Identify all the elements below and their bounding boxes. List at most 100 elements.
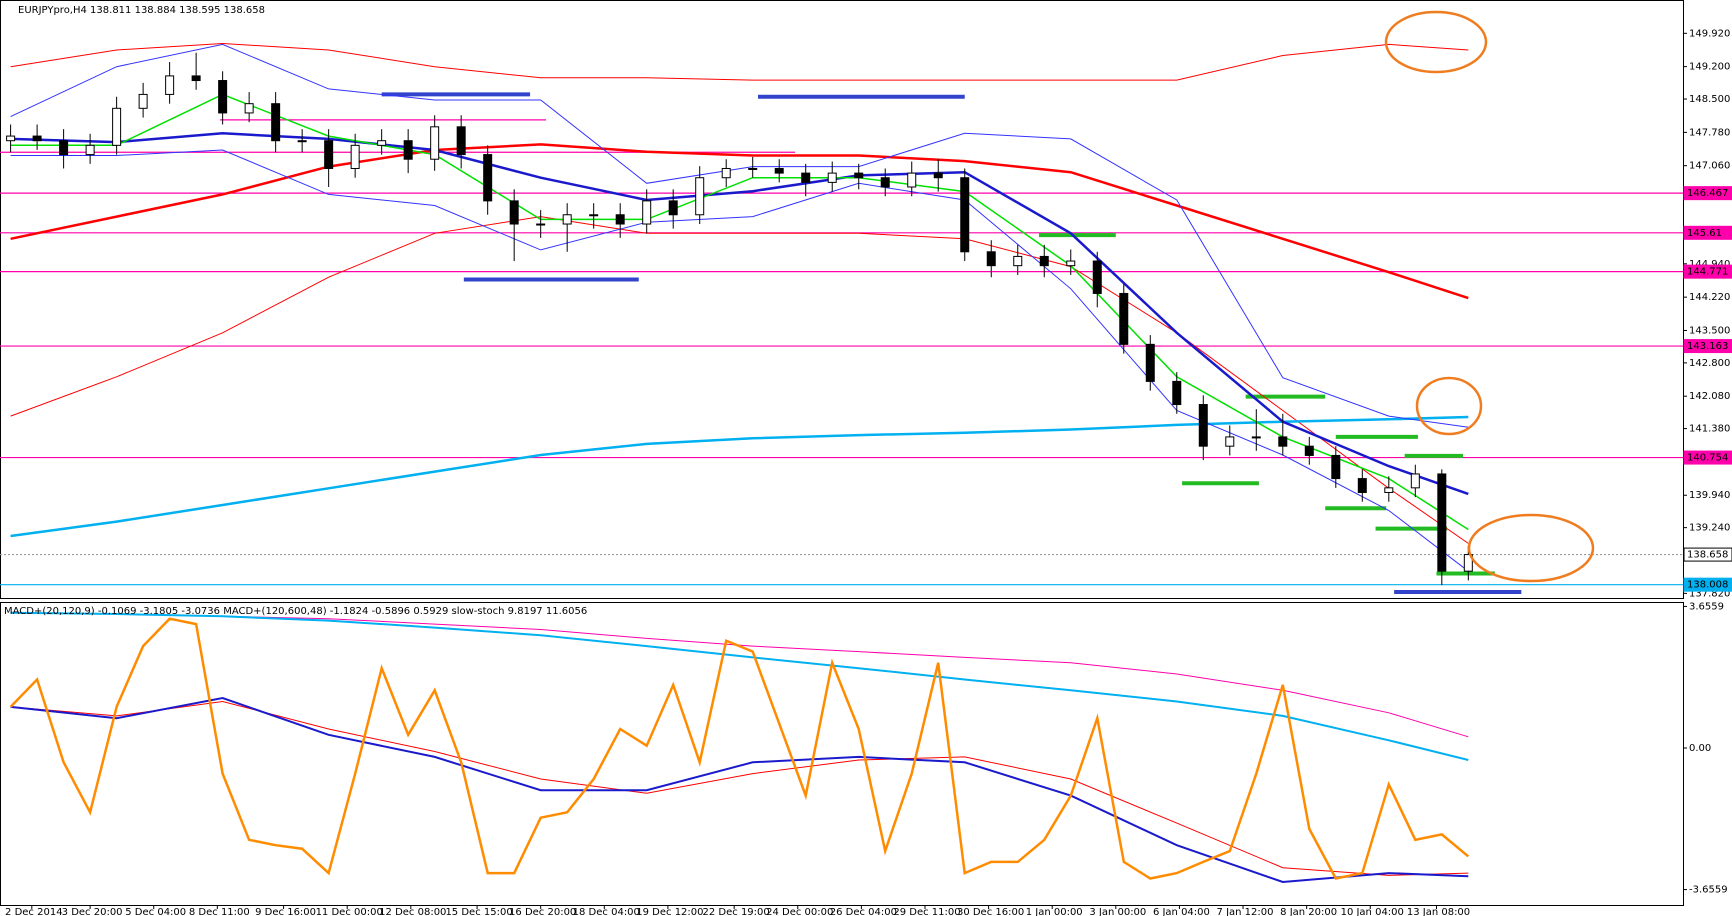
- macd-plot: 3.6559 0.00 -3.6559 2 Dec 2014 3 Dec 20:00 5 …: [5, 601, 1728, 916]
- candle-body: [589, 214, 599, 217]
- symbol-header: EURJPYpro,H4 138.811 138.884 138.595 138…: [18, 5, 265, 16]
- x-tick-label: 30 Dec 16:00: [957, 907, 1024, 916]
- y-tick-label: 147.780: [1689, 127, 1730, 138]
- candle-body: [1145, 343, 1155, 382]
- candle-body: [854, 172, 864, 179]
- candle-body: [933, 172, 943, 179]
- candle-body: [960, 177, 970, 253]
- candle-body: [165, 75, 175, 95]
- candle-body: [1384, 487, 1394, 493]
- candle-body: [615, 214, 625, 225]
- x-tick-label: 29 Dec 11:00: [893, 907, 960, 916]
- indicator-line: [9, 617, 1470, 880]
- candle-body: [1066, 260, 1076, 267]
- x-tick-label: 3 Dec 20:00: [62, 907, 123, 916]
- candle-body: [483, 154, 493, 202]
- x-tick-label: 6 Jan 04:00: [1153, 907, 1210, 916]
- candle-body: [1172, 380, 1182, 406]
- candle-body: [986, 251, 996, 267]
- candle-body: [509, 200, 519, 225]
- candle-body: [403, 140, 413, 160]
- candle-body: [536, 223, 546, 226]
- x-tick-label: 12 Dec 08:00: [379, 907, 446, 916]
- candle-body: [827, 172, 837, 183]
- indicator-line: [10, 132, 1469, 496]
- price-level-box: [1683, 225, 1732, 240]
- price-level-label: 140.754: [1687, 453, 1728, 464]
- price-level-label: 138.008: [1687, 580, 1728, 591]
- candle-body: [642, 200, 652, 225]
- candle-body: [430, 126, 440, 160]
- annotation-ellipse: [1384, 10, 1488, 74]
- x-tick-label: 18 Dec 04:00: [573, 907, 640, 916]
- candle-body: [1119, 292, 1129, 345]
- price-level-box: [1683, 264, 1732, 279]
- candle-body: [59, 140, 69, 156]
- price-panel-frame: [0, 0, 1684, 599]
- y-tick-label: 147.060: [1689, 161, 1730, 172]
- x-tick-label: 13 Jan 08:00: [1407, 907, 1470, 916]
- y-tick-label: 0.00: [1689, 743, 1711, 754]
- candle-body: [1278, 436, 1288, 447]
- candle-body: [244, 103, 254, 114]
- x-tick-label: 24 Dec 00:00: [766, 907, 833, 916]
- candle-body: [668, 200, 678, 216]
- price-level-box: [1683, 547, 1732, 562]
- candle-body: [774, 167, 784, 174]
- candle-body: [32, 135, 42, 142]
- x-tick-label: 2 Dec 2014: [5, 907, 63, 916]
- indicator-line: [10, 696, 1469, 884]
- candle-body: [1092, 260, 1102, 294]
- candle-body: [1410, 473, 1420, 489]
- candle-body: [324, 140, 334, 169]
- price-level-box: [1683, 450, 1732, 465]
- candle-body: [1463, 554, 1473, 572]
- y-tick-label: 141.380: [1689, 424, 1730, 435]
- annotation-ellipse: [1467, 513, 1595, 583]
- candle-body: [112, 107, 122, 146]
- candle-body: [297, 140, 307, 143]
- x-tick-label: 15 Dec 15:00: [445, 907, 512, 916]
- indicator-header: MACD+(20,120,9) -0.1069 -3.1805 -3.0736 …: [4, 606, 587, 617]
- x-tick-label: 16 Dec 20:00: [509, 907, 576, 916]
- y-tick-label: 144.940: [1689, 259, 1730, 270]
- y-tick-label: 137.820: [1689, 588, 1730, 599]
- candle-body: [748, 167, 758, 170]
- x-tick-label: 10 Jan 04:00: [1341, 907, 1404, 916]
- price-level-label: 138.658: [1687, 550, 1728, 561]
- candle-body: [1437, 473, 1447, 572]
- x-tick-label: 8 Jan 20:00: [1280, 907, 1337, 916]
- y-tick-label: -3.6559: [1689, 885, 1728, 896]
- candle-body: [138, 93, 148, 109]
- y-tick-label: 149.920: [1689, 28, 1730, 39]
- indicator-line: [10, 415, 1469, 538]
- candle-body: [271, 103, 281, 142]
- price-level-box: [1683, 577, 1732, 592]
- candle-body: [350, 144, 360, 169]
- x-tick-label: 11 Dec 00:00: [316, 907, 383, 916]
- candle-body: [1013, 255, 1023, 267]
- candle-body: [85, 144, 95, 156]
- x-tick-label: 9 Dec 16:00: [255, 907, 316, 916]
- candle-body: [377, 140, 387, 146]
- candle-body: [1251, 436, 1261, 439]
- y-tick-label: 142.800: [1689, 358, 1730, 369]
- price-level-box: [1683, 339, 1732, 354]
- y-tick-label: 142.080: [1689, 391, 1730, 402]
- y-tick-label: 144.220: [1689, 292, 1730, 303]
- y-tick-label: 139.940: [1689, 490, 1730, 501]
- candle-body: [191, 75, 201, 82]
- indicator-line: [10, 42, 1469, 81]
- candle-body: [1357, 478, 1367, 493]
- candle-body: [562, 214, 572, 225]
- candle-body: [721, 167, 731, 179]
- price-level-label: 144.771: [1687, 267, 1728, 278]
- candle-body: [801, 172, 811, 183]
- price-level-label: 143.163: [1687, 341, 1728, 352]
- candle-body: [456, 126, 466, 156]
- y-tick-label: 3.6559: [1689, 601, 1724, 612]
- x-tick-label: 22 Dec 19:00: [703, 907, 770, 916]
- candle-body: [1225, 436, 1235, 447]
- candle-body: [1039, 255, 1049, 267]
- candle-body: [1331, 454, 1341, 480]
